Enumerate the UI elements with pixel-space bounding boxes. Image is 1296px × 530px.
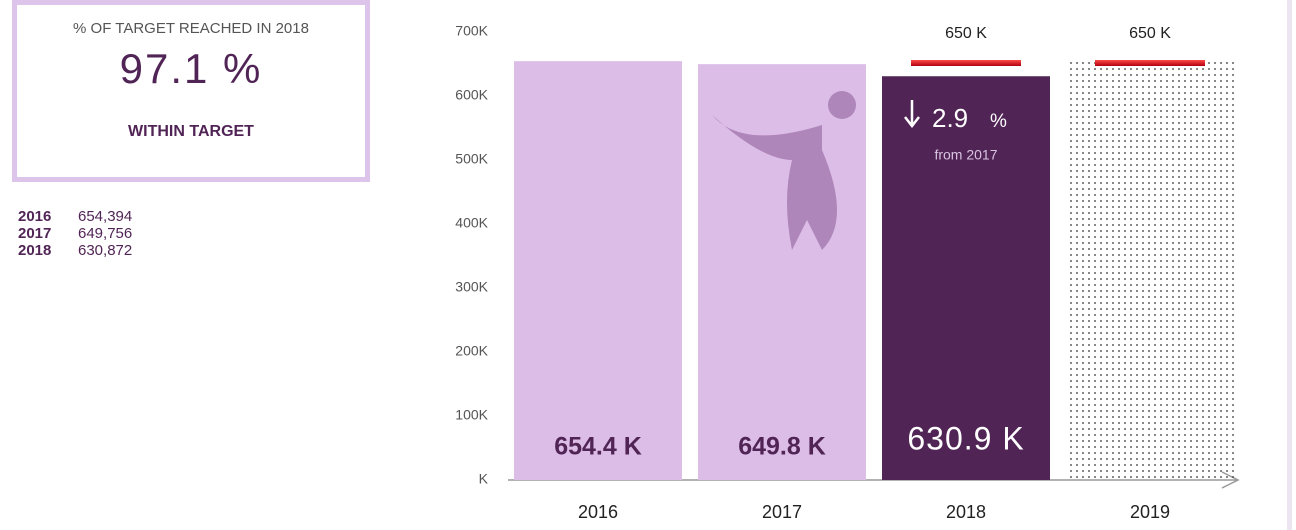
divider <box>1287 0 1292 530</box>
value-label: 630.9 K <box>907 420 1024 456</box>
summary-row: 2018 630,872 <box>18 242 132 259</box>
target-label: 650 K <box>945 25 987 42</box>
row-value: 654,394 <box>78 208 133 225</box>
value-label: 654.4 K <box>554 433 642 461</box>
x-tick-label: 2017 <box>762 502 802 522</box>
figure-head <box>828 91 856 119</box>
figure-body <box>712 115 837 250</box>
y-tick-label: 100K <box>455 407 488 423</box>
x-tick-label: 2016 <box>578 502 618 522</box>
target-line <box>911 60 1021 66</box>
x-tick-label: 2019 <box>1130 502 1170 522</box>
kpi-card: % OF TARGET REACHED IN 2018 97.1 % WITHI… <box>12 0 370 182</box>
row-value: 649,756 <box>78 225 133 242</box>
row-year: 2018 <box>18 242 52 259</box>
summary-row: 2017 649,756 <box>18 225 132 242</box>
y-tick-label: K <box>479 471 489 487</box>
row-year: 2017 <box>18 225 52 242</box>
value-label: 649.8 K <box>738 433 826 461</box>
x-tick-label: 2018 <box>946 502 986 522</box>
y-tick-label: 200K <box>455 343 488 359</box>
change-note: from 2017 <box>934 147 997 163</box>
target-bar <box>1066 62 1234 480</box>
y-tick-label: 700K <box>455 23 488 39</box>
target-line <box>1095 60 1205 66</box>
y-tick-label: 300K <box>455 279 488 295</box>
bar <box>698 64 866 480</box>
down-arrow <box>904 100 920 129</box>
kpi-status: WITHIN TARGET <box>128 123 254 140</box>
kpi-title: % OF TARGET REACHED IN 2018 <box>73 20 309 37</box>
y-tick-label: 400K <box>455 215 488 231</box>
target-label: 650 K <box>1129 25 1171 42</box>
summary-table: 2016 654,394 2017 649,756 2018 630,872 <box>18 208 132 259</box>
kpi-value: 97.1 % <box>119 45 263 92</box>
bar <box>882 76 1050 481</box>
bar <box>514 61 682 481</box>
change-value: 2.9 <box>932 103 968 133</box>
row-value: 630,872 <box>78 242 133 259</box>
summary-row: 2016 654,394 <box>18 208 132 225</box>
change-unit: % <box>990 111 1007 132</box>
y-tick-label: 600K <box>455 87 488 103</box>
row-year: 2016 <box>18 208 52 225</box>
y-tick-label: 500K <box>455 151 488 167</box>
